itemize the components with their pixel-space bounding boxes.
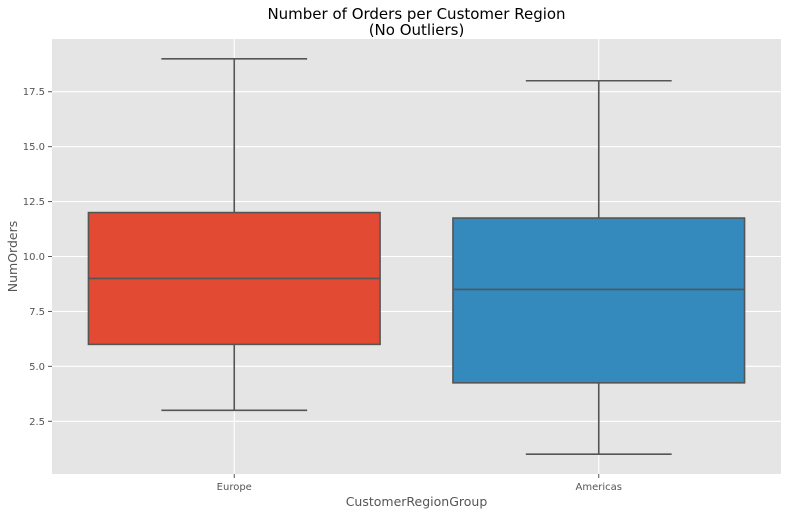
x-tick-label: Europe bbox=[217, 482, 252, 493]
box-series bbox=[87, 57, 746, 456]
x-axis-ticks: Europe Americas bbox=[217, 474, 622, 493]
iqr-box bbox=[452, 217, 746, 384]
box-europe bbox=[87, 57, 381, 412]
x-tick-label: Americas bbox=[576, 482, 622, 493]
y-tick-label: 10.0 bbox=[23, 252, 45, 263]
chart-subtitle: (No Outliers) bbox=[369, 21, 465, 39]
y-tick-label: 15.0 bbox=[23, 142, 45, 153]
chart-title: Number of Orders per Customer Region bbox=[267, 5, 565, 23]
y-tick-label: 12.5 bbox=[23, 197, 45, 208]
y-tick-label: 7.5 bbox=[29, 307, 45, 318]
y-axis-ticks: 2.5 5.0 7.5 10.0 12.5 15.0 17.5 bbox=[23, 87, 52, 428]
y-tick-label: 17.5 bbox=[23, 87, 45, 98]
y-tick-label: 5.0 bbox=[29, 362, 45, 373]
y-axis-label: NumOrders bbox=[5, 221, 20, 292]
box-americas bbox=[452, 79, 746, 456]
x-axis-label: CustomerRegionGroup bbox=[346, 494, 488, 509]
y-tick-label: 2.5 bbox=[29, 417, 45, 428]
